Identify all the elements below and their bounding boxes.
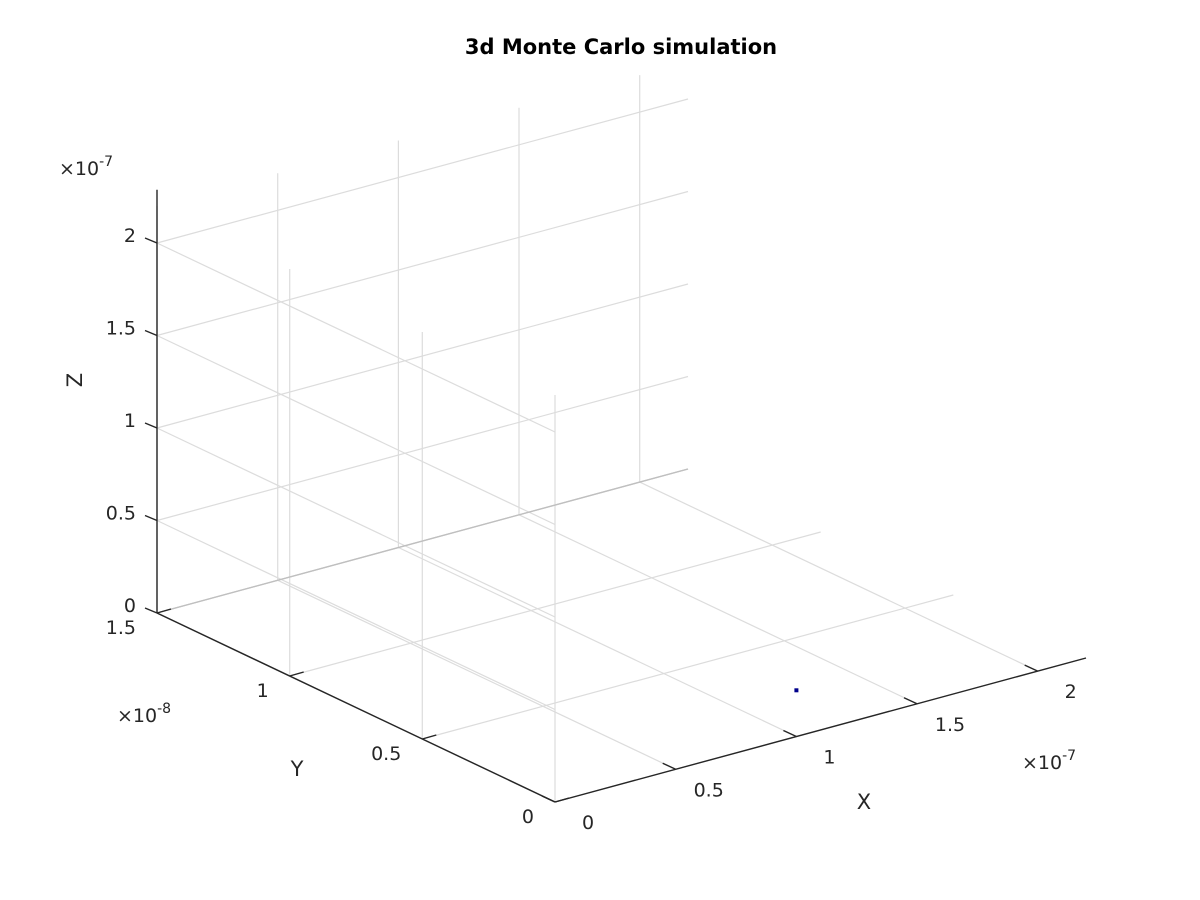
x-tick-label-4: 2 [1065, 681, 1077, 703]
x-tick-label-2: 1 [823, 747, 835, 769]
y-axis-line [156, 612, 556, 803]
chart-title: 3d Monte Carlo simulation [465, 35, 777, 59]
x-axis-line [554, 657, 1087, 803]
back-wall-gridline-z-4 [156, 98, 689, 244]
y-tick-label-2: 1 [257, 680, 269, 702]
x-axis-label: X [857, 790, 871, 814]
floor-gridline-y-2 [289, 531, 821, 677]
point-layer [794, 688, 799, 693]
x-tick-mark-1 [662, 762, 676, 770]
x-tick-mark-2 [783, 729, 797, 738]
y-tick-mark-1 [422, 734, 437, 740]
z-tick-label-0: 0 [124, 595, 136, 617]
z-tick-mark-0 [144, 607, 158, 614]
z-tick-mark-2 [144, 422, 158, 429]
floor-back-edge [156, 468, 689, 614]
z-tick-mark-1 [144, 514, 158, 522]
z-tick-label-1: 0.5 [106, 503, 136, 525]
y-tick-label-3: 1.5 [106, 617, 136, 639]
back-wall-gridline-z-3 [156, 190, 689, 337]
side-wall-gridline-z-1 [156, 519, 556, 711]
z-exponent-base: 10 [75, 158, 99, 180]
x-tick-mark-0 [541, 795, 556, 803]
z-axis-label: Z [63, 373, 87, 387]
axis-layer [156, 189, 1087, 803]
z-tick-label-3: 1.5 [106, 318, 136, 340]
floor-gridline-y-1 [422, 594, 954, 740]
x-axis-exponent: ×10-7 [1022, 748, 1076, 774]
y-exponent-power: -8 [157, 701, 171, 717]
x-tick-mark-3 [903, 697, 918, 705]
data-point-0 [794, 688, 799, 693]
floor-gridline-x-2 [398, 546, 797, 738]
x-tick-label-1: 0.5 [694, 779, 724, 801]
y-tick-mark-0 [554, 797, 570, 803]
z-tick-mark-3 [144, 329, 158, 337]
z-tick-label-2: 1 [124, 410, 136, 432]
y-axis-label: Y [290, 757, 304, 781]
y-tick-mark-3 [156, 608, 172, 614]
y-tick-mark-2 [289, 671, 304, 677]
floor-gridline-x-3 [518, 514, 918, 705]
y-tick-label-0: 0 [522, 806, 534, 828]
x-tick-label-0: 0 [582, 812, 594, 834]
y-exponent-base: 10 [133, 705, 157, 727]
floor-gridline-x-1 [277, 579, 676, 770]
z-tick-mark-4 [144, 237, 158, 244]
x-exponent-power: -7 [1062, 748, 1076, 764]
side-wall-gridline-z-4 [156, 242, 556, 433]
z-axis-exponent: ×10-7 [59, 154, 113, 180]
side-wall-gridline-z-2 [156, 427, 556, 618]
z-tick-label-4: 2 [124, 225, 136, 247]
back-wall-gridline-z-1 [156, 375, 689, 522]
x-tick-mark-4 [1024, 664, 1038, 672]
z-exponent-power: -7 [99, 154, 113, 170]
side-wall-gridline-z-3 [156, 334, 556, 526]
y-tick-label-1: 0.5 [371, 743, 401, 765]
back-wall-gridline-z-2 [156, 283, 689, 429]
x-tick-label-3: 1.5 [935, 714, 965, 736]
x-exponent-base: 10 [1038, 752, 1062, 774]
floor-gridline-x-4 [639, 481, 1038, 672]
